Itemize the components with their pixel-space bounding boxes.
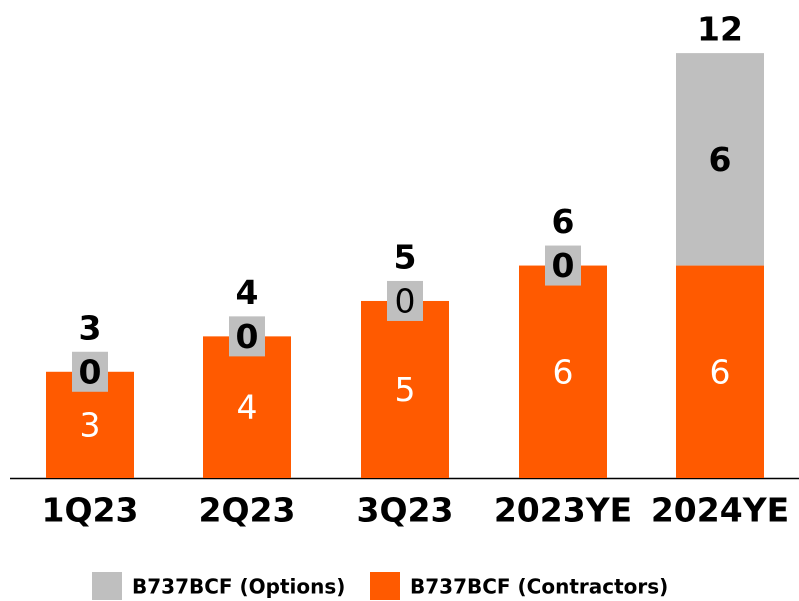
segment-label: 0 bbox=[79, 352, 102, 391]
label-box bbox=[72, 351, 108, 392]
bar-segment bbox=[676, 265, 764, 478]
bar-segment bbox=[361, 300, 449, 478]
x-tick-label: 2024YE bbox=[651, 491, 789, 530]
bar-segment bbox=[676, 53, 764, 266]
legend-swatch bbox=[92, 572, 122, 600]
segment-label: 0 bbox=[395, 281, 416, 320]
segment-label: 3 bbox=[80, 405, 101, 444]
x-tick-label: 2023YE bbox=[494, 491, 632, 530]
segment-label: 6 bbox=[710, 352, 731, 391]
segment-label: 0 bbox=[552, 246, 575, 285]
legend-label: B737BCF (Options) bbox=[132, 575, 345, 599]
x-tick-label: 1Q23 bbox=[42, 491, 139, 530]
segment-label: 6 bbox=[553, 352, 574, 391]
label-box bbox=[229, 316, 265, 357]
legend-label: B737BCF (Contractors) bbox=[410, 575, 668, 599]
x-tick-label: 3Q23 bbox=[357, 491, 454, 530]
total-label: 6 bbox=[552, 202, 575, 241]
segment-label: 4 bbox=[237, 388, 258, 427]
segment-label: 6 bbox=[709, 140, 732, 179]
label-box bbox=[387, 280, 423, 321]
x-tick-label: 2Q23 bbox=[199, 491, 296, 530]
legend-swatch bbox=[370, 572, 400, 600]
total-label: 3 bbox=[79, 308, 102, 347]
segment-label: 0 bbox=[236, 317, 259, 356]
bar-segment bbox=[203, 336, 291, 478]
total-label: 5 bbox=[394, 237, 417, 276]
bar-segment bbox=[519, 265, 607, 478]
label-box bbox=[545, 245, 581, 286]
total-label: 4 bbox=[236, 273, 259, 312]
total-label: 12 bbox=[697, 10, 743, 49]
segment-label: 5 bbox=[395, 370, 416, 409]
